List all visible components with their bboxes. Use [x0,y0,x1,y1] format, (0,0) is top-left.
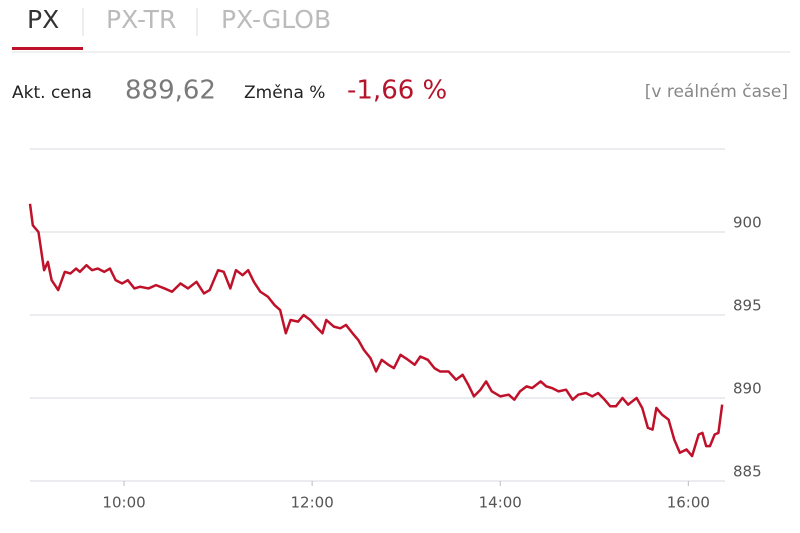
price-line [28,203,724,458]
x-tick-label: 16:00 [667,494,710,512]
active-tab-underline [12,47,83,50]
y-tick-label: 895 [733,297,762,315]
x-tick-label: 10:00 [102,494,145,512]
price-label: Akt. cena [12,83,92,103]
tab[interactable]: PX [27,5,59,34]
y-tick-label: 885 [733,463,762,481]
price: 889,62 [125,76,216,106]
tab[interactable]: PX-GLOB [221,5,331,34]
realtime-note: [v reálném čase] [645,82,788,102]
y-tick-label: 890 [733,380,762,398]
change: -1,66 % [347,76,447,106]
y-tick-label: 900 [733,214,762,232]
tab[interactable]: PX-TR [106,5,176,34]
change-label: Změna % [244,83,325,103]
x-tick-label: 14:00 [479,494,522,512]
x-tick-label: 12:00 [291,494,334,512]
